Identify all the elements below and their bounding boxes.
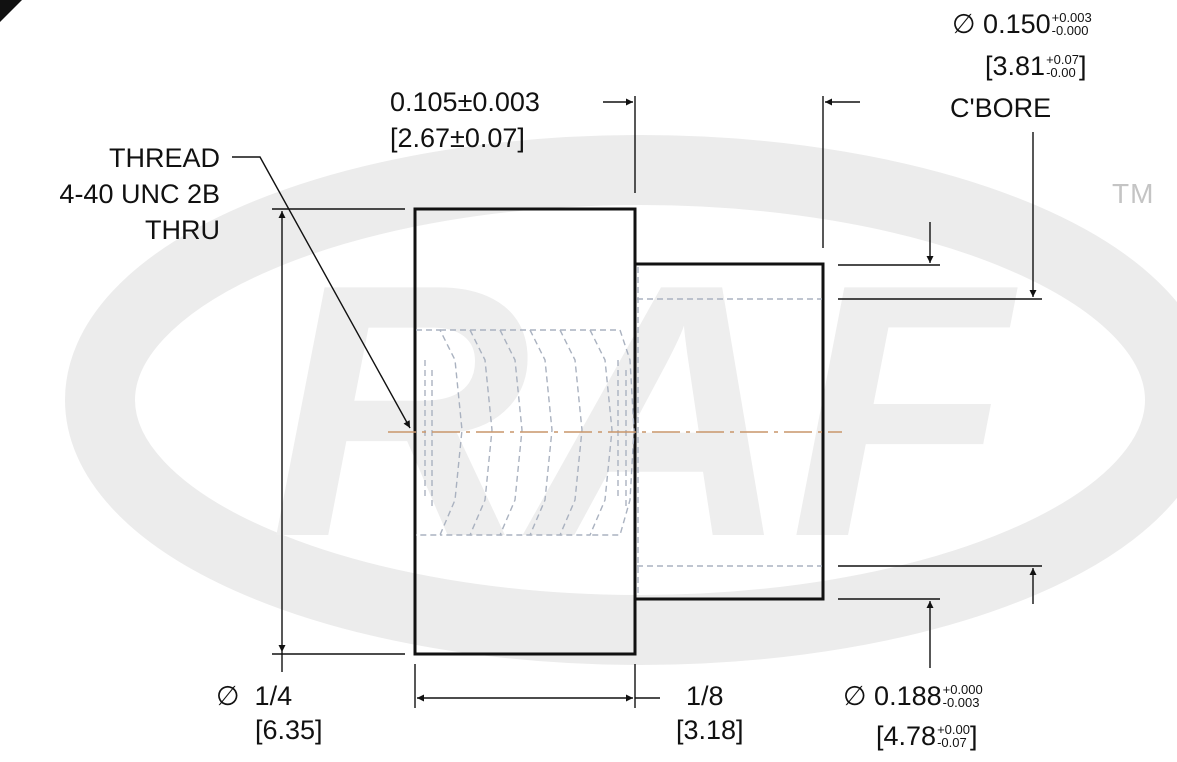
pilot-diameter-imperial: ∅ 0.188 +0.000 -0.003 — [843, 681, 983, 711]
pilot-diameter-dimension — [838, 222, 940, 668]
head-length-imperial: 1/8 — [686, 681, 724, 711]
cbore-note: C'BORE — [950, 93, 1052, 123]
cbore-diameter-dimension — [838, 132, 1042, 604]
diameter-symbol-icon: ∅ — [843, 681, 867, 711]
trademark-mark: TM — [1112, 178, 1155, 209]
head-diameter-metric: [6.35] — [255, 715, 323, 745]
head-diameter-imperial: ∅ 1/4 — [216, 681, 293, 711]
shoulder-length-imperial: 0.105±0.003 — [390, 87, 540, 117]
pilot-diameter-metric: [4.78 +0.00 -0.07] — [876, 721, 978, 751]
cbore-diameter-metric: [3.81 +0.07 -0.00] — [985, 51, 1087, 81]
head-diameter-dimension — [272, 208, 405, 672]
thread-callout-line-2: 4-40 UNC 2B — [59, 179, 220, 209]
diameter-symbol-icon: ∅ — [216, 681, 240, 711]
diameter-symbol-icon: ∅ — [952, 9, 976, 39]
shoulder-length-dimension — [603, 96, 860, 248]
shoulder-length-metric: [2.67±0.07] — [390, 123, 525, 153]
thread-hidden-pattern — [416, 329, 635, 536]
watermark-letters: RAF — [270, 210, 1021, 612]
hidden-lines — [416, 267, 822, 597]
head-length-metric: [3.18] — [676, 715, 744, 745]
cbore-diameter-imperial: ∅ 0.150 +0.003 -0.000 — [952, 9, 1092, 39]
corner-mark — [0, 0, 22, 22]
thread-callout-line-3: THRU — [145, 215, 220, 245]
thread-leader — [232, 156, 411, 429]
thread-callout-line-1: THREAD — [108, 143, 220, 173]
head-length-dimension — [414, 664, 660, 708]
raf-watermark-logo: RAF — [65, 135, 1177, 665]
